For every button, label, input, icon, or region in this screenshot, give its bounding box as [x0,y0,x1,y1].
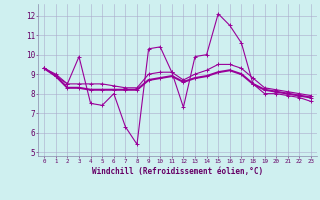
X-axis label: Windchill (Refroidissement éolien,°C): Windchill (Refroidissement éolien,°C) [92,167,263,176]
